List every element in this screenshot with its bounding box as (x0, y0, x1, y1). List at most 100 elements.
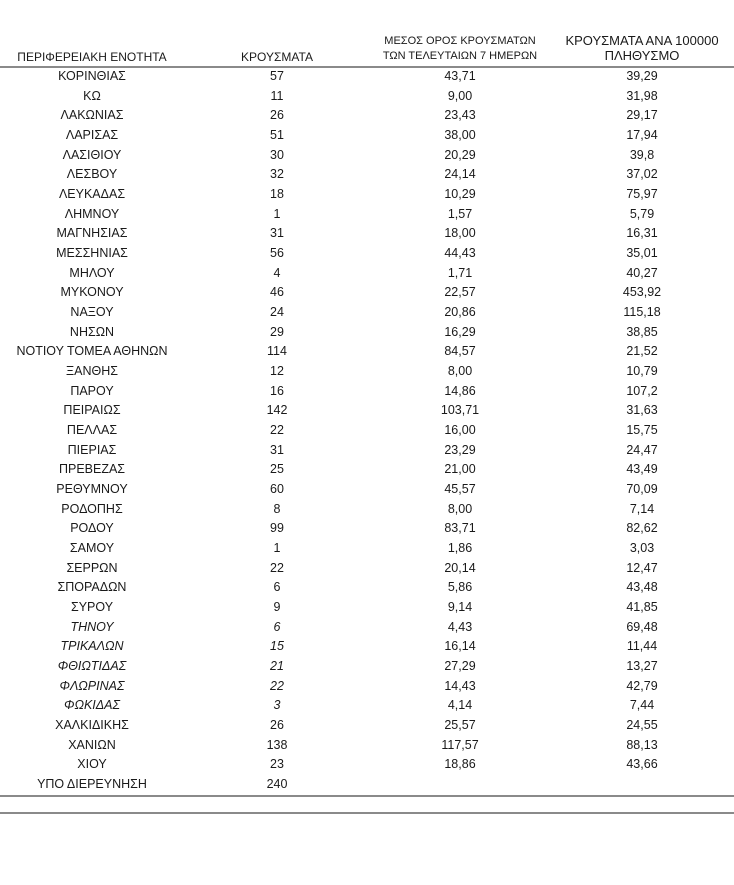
cell-cases: 18 (270, 187, 284, 202)
cell-avg7: 9,14 (447, 600, 473, 615)
cell-per100k: 13,27 (626, 659, 658, 674)
cell-per100k: 43,66 (626, 757, 658, 772)
table-row: ΤΡΙΚΑΛΩΝ 15 16,14 11,44 (0, 637, 734, 657)
cell-avg7: 27,29 (444, 659, 476, 674)
header-avg7-line2: ΤΩΝ ΤΕΛΕΥΤΑΙΩΝ 7 ΗΜΕΡΩΝ (382, 50, 538, 62)
cell-region: ΛΕΣΒΟΥ (66, 167, 118, 182)
cell-per100k: 10,79 (626, 364, 658, 379)
cell-per100k: 37,02 (626, 167, 658, 182)
cell-per100k: 39,8 (629, 147, 655, 162)
table-row: ΛΕΣΒΟΥ 32 24,14 37,02 (0, 165, 734, 185)
cell-region: ΠΕΛΛΑΣ (66, 423, 118, 438)
cell-cases: 26 (270, 108, 284, 123)
cell-region: ΛΕΥΚΑΔΑΣ (58, 187, 126, 202)
cell-cases: 31 (270, 226, 284, 241)
cell-region: ΚΟΡΙΝΘΙΑΣ (58, 69, 126, 83)
cell-avg7: 21,00 (444, 462, 476, 477)
cell-region: ΠΕΙΡΑΙΩΣ (63, 403, 121, 418)
table-row: ΜΑΓΝΗΣΙΑΣ 31 18,00 16,31 (0, 224, 734, 244)
cell-cases: 23 (270, 757, 284, 772)
cell-per100k: 7,44 (629, 698, 655, 713)
cell-avg7: 45,57 (444, 482, 476, 497)
table-row: ΞΑΝΘΗΣ 12 8,00 10,79 (0, 362, 734, 382)
header-per100k: ΚΡΟΥΣΜΑΤΑ ΑΝΑ 100000 ΠΛΗΘΥΣΜΟ (542, 33, 734, 63)
cell-region: ΝΑΞΟΥ (70, 305, 114, 320)
cell-region: ΝΗΣΩΝ (69, 324, 115, 339)
cell-region: ΛΑΚΩΝΙΑΣ (60, 108, 124, 123)
table-row: ΛΑΚΩΝΙΑΣ 26 23,43 29,17 (0, 106, 734, 126)
cell-per100k: 453,92 (622, 285, 662, 300)
cell-cases: 16 (270, 383, 284, 398)
cell-cases: 57 (270, 69, 284, 83)
cell-per100k: 43,48 (626, 580, 658, 595)
header-per100k-line2: ΠΛΗΘΥΣΜΟ (604, 48, 680, 63)
cell-region: ΣΑΜΟΥ (69, 541, 115, 556)
cell-region: ΦΛΩΡΙΝΑΣ (59, 678, 125, 693)
cell-avg7: 9,00 (447, 88, 473, 103)
cell-per100k: 29,17 (626, 108, 658, 123)
table-row: ΧΙΟΥ 23 18,86 43,66 (0, 755, 734, 775)
cell-avg7: 16,00 (444, 423, 476, 438)
cell-avg7: 18,00 (444, 226, 476, 241)
cell-avg7: 23,43 (444, 108, 476, 123)
cell-per100k: 70,09 (626, 482, 658, 497)
table-row: ΜΥΚΟΝΟΥ 46 22,57 453,92 (0, 283, 734, 303)
cell-per100k: 40,27 (626, 265, 658, 280)
cell-cases: 21 (270, 659, 284, 674)
cell-cases: 46 (270, 285, 284, 300)
cell-per100k: 41,85 (626, 600, 658, 615)
cell-region: ΡΕΘΥΜΝΟΥ (56, 482, 128, 497)
cell-avg7: 20,86 (444, 305, 476, 320)
cell-region: ΤΗΝΟΥ (70, 619, 114, 634)
cell-region: ΛΑΡΙΣΑΣ (65, 128, 119, 142)
cell-cases: 32 (270, 167, 284, 182)
cell-per100k: 43,49 (626, 462, 658, 477)
table-row: ΠΙΕΡΙΑΣ 31 23,29 24,47 (0, 441, 734, 461)
cell-per100k: 21,52 (626, 344, 658, 359)
cell-avg7: 16,29 (444, 324, 476, 339)
cell-avg7: 83,71 (444, 521, 476, 536)
cell-avg7: 10,29 (444, 187, 476, 202)
cell-per100k: 107,2 (626, 383, 658, 398)
table-row: ΣΑΜΟΥ 1 1,86 3,03 (0, 539, 734, 559)
table-row: ΦΛΩΡΙΝΑΣ 22 14,43 42,79 (0, 677, 734, 697)
cell-cases: 15 (270, 639, 284, 654)
cell-region: ΤΡΙΚΑΛΩΝ (60, 639, 124, 654)
table-row: ΥΠΟ ΔΙΕΡΕΥΝΗΣΗ 240 (0, 775, 734, 795)
cell-region: ΡΟΔΟΥ (70, 521, 114, 536)
footer-divider-bottom (0, 812, 734, 814)
cell-avg7: 18,86 (444, 757, 476, 772)
cell-cases: 6 (273, 619, 281, 634)
cell-region: ΧΑΝΙΩΝ (68, 737, 116, 752)
cell-cases: 24 (270, 305, 284, 320)
header-avg7-line1: ΜΕΣΟΣ ΟΡΟΣ ΚΡΟΥΣΜΑΤΩΝ (384, 35, 536, 47)
cell-region: ΜΗΛΟΥ (69, 265, 115, 280)
cell-avg7: 8,00 (447, 364, 473, 379)
cell-cases: 22 (270, 560, 284, 575)
cell-avg7: 14,43 (444, 678, 476, 693)
cell-cases: 29 (270, 324, 284, 339)
table-row: ΛΑΣΙΘΙΟΥ 30 20,29 39,8 (0, 146, 734, 166)
cell-cases: 11 (270, 88, 284, 103)
cell-avg7: 1,86 (447, 541, 473, 556)
cell-avg7: 16,14 (444, 639, 476, 654)
cell-avg7: 5,86 (447, 580, 473, 595)
table-row: ΧΑΝΙΩΝ 138 117,57 88,13 (0, 736, 734, 756)
header-region: ΠΕΡΙΦΕΡΕΙΑΚΗ ΕΝΟΤΗΤΑ (17, 50, 167, 64)
table-row: ΜΕΣΣΗΝΙΑΣ 56 44,43 35,01 (0, 244, 734, 264)
cell-region: ΦΘΙΩΤΙΔΑΣ (57, 659, 127, 674)
cell-region: ΣΥΡΟΥ (70, 600, 114, 615)
cell-per100k: 31,98 (626, 88, 658, 103)
cell-cases: 3 (273, 698, 281, 713)
cell-per100k: 12,47 (626, 560, 658, 575)
cell-per100k: 16,31 (626, 226, 658, 241)
cell-per100k: 15,75 (626, 423, 658, 438)
table-row: ΚΟΡΙΝΘΙΑΣ 57 43,71 39,29 (0, 67, 734, 87)
header-per100k-line1: ΚΡΟΥΣΜΑΤΑ ΑΝΑ 100000 (565, 33, 719, 48)
table-row: ΣΕΡΡΩΝ 22 20,14 12,47 (0, 559, 734, 579)
cell-cases: 30 (270, 147, 284, 162)
header-avg7: ΜΕΣΟΣ ΟΡΟΣ ΚΡΟΥΣΜΑΤΩΝ ΤΩΝ ΤΕΛΕΥΤΑΙΩΝ 7 Η… (370, 34, 550, 64)
cell-region: ΝΟΤΙΟΥ ΤΟΜΕΑ ΑΘΗΝΩΝ (16, 344, 168, 359)
cell-cases: 114 (267, 344, 287, 359)
cell-cases: 142 (266, 403, 288, 418)
